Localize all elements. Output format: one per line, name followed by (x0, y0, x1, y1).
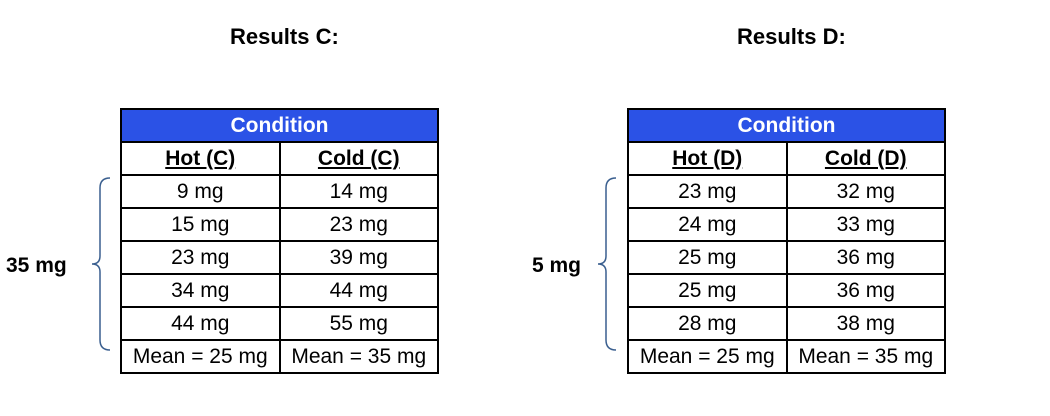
table-cell: 23 mg (278, 207, 439, 242)
table-cell: 32 mg (785, 174, 946, 209)
mean-cell: Mean = 35 mg (785, 339, 946, 374)
range-label-d: 5 mg (532, 254, 582, 277)
table-cell: 39 mg (278, 240, 439, 275)
table-row: 15 mg 23 mg (120, 207, 439, 242)
mean-cell: Mean = 25 mg (120, 339, 281, 374)
table-cell: 23 mg (120, 240, 281, 275)
mean-cell: Mean = 35 mg (278, 339, 439, 374)
column-header-hot: Hot (C) (120, 141, 281, 176)
results-table-d: Condition Hot (D) Cold (D) 23 mg 32 mg 2… (627, 108, 946, 374)
table-cell: 44 mg (278, 273, 439, 308)
table-row: 23 mg 32 mg (627, 174, 946, 209)
table-row: 34 mg 44 mg (120, 273, 439, 308)
condition-header: Condition (627, 108, 946, 143)
table-cell: 25 mg (627, 273, 788, 308)
table-row: 25 mg 36 mg (627, 273, 946, 308)
table-cell: 24 mg (627, 207, 788, 242)
mean-row: Mean = 25 mg Mean = 35 mg (627, 339, 946, 374)
range-brace-icon (597, 177, 617, 351)
column-header-hot: Hot (D) (627, 141, 788, 176)
table-cell: 33 mg (785, 207, 946, 242)
range-label-c: 35 mg (6, 254, 67, 277)
range-brace-icon (91, 177, 111, 351)
table-row: 24 mg 33 mg (627, 207, 946, 242)
mean-row: Mean = 25 mg Mean = 35 mg (120, 339, 439, 374)
table-row: 28 mg 38 mg (627, 306, 946, 341)
condition-header: Condition (120, 108, 439, 143)
table-cell: 36 mg (785, 273, 946, 308)
mean-cell: Mean = 25 mg (627, 339, 788, 374)
table-cell: 14 mg (278, 174, 439, 209)
results-d-title: Results D: (737, 24, 846, 49)
column-header-cold: Cold (C) (278, 141, 439, 176)
column-header-cold: Cold (D) (785, 141, 946, 176)
table-cell: 9 mg (120, 174, 281, 209)
table-cell: 23 mg (627, 174, 788, 209)
table-cell: 28 mg (627, 306, 788, 341)
table-cell: 55 mg (278, 306, 439, 341)
results-table-c: Condition Hot (C) Cold (C) 9 mg 14 mg 15… (120, 108, 439, 374)
table-cell: 34 mg (120, 273, 281, 308)
table-cell: 38 mg (785, 306, 946, 341)
results-c-title: Results C: (230, 24, 339, 49)
table-cell: 44 mg (120, 306, 281, 341)
table-cell: 15 mg (120, 207, 281, 242)
table-cell: 25 mg (627, 240, 788, 275)
table-row: 44 mg 55 mg (120, 306, 439, 341)
table-cell: 36 mg (785, 240, 946, 275)
table-row: 25 mg 36 mg (627, 240, 946, 275)
table-row: 23 mg 39 mg (120, 240, 439, 275)
table-row: 9 mg 14 mg (120, 174, 439, 209)
